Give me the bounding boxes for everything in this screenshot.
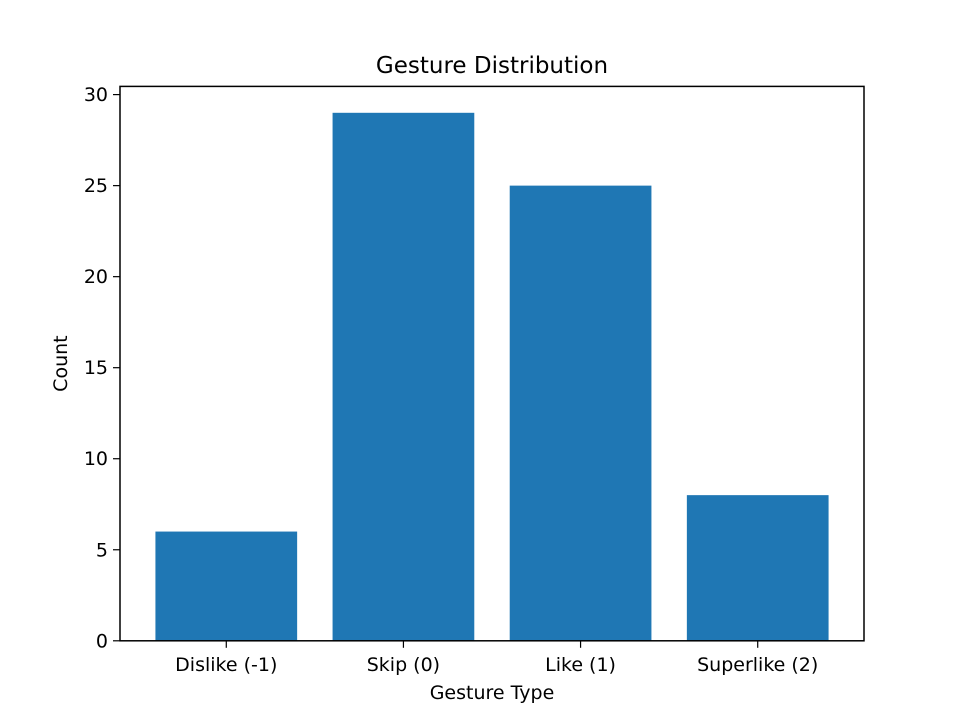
- y-tick-label-4: 20: [84, 266, 108, 288]
- bar-0: [155, 531, 298, 641]
- bar-1: [332, 112, 475, 641]
- x-axis: Dislike (-1) Skip (0) Like (1) Superlike (2…: [175, 640, 818, 676]
- y-tick-label-3: 15: [84, 357, 108, 379]
- x-axis-label: Gesture Type: [430, 682, 555, 704]
- bar-2: [509, 185, 652, 641]
- y-axis-label: Count: [50, 335, 72, 391]
- x-tick-label-0: Dislike (-1): [175, 654, 277, 676]
- y-tick-label-2: 10: [84, 448, 108, 470]
- y-tick-label-6: 30: [84, 84, 108, 106]
- x-tick-label-3: Superlike (2): [697, 654, 818, 676]
- y-tick-label-0: 0: [96, 630, 108, 652]
- plot-area-frame: [119, 85, 865, 642]
- chart-title: Gesture Distribution: [376, 53, 608, 79]
- y-tick-label-5: 25: [84, 175, 108, 197]
- y-tick-label-1: 5: [96, 539, 108, 561]
- bar-3: [686, 495, 829, 641]
- x-tick-label-1: Skip (0): [367, 654, 440, 676]
- bars-layer: [155, 112, 829, 641]
- y-axis: 0 5 10 15 20 25 30: [84, 84, 120, 652]
- x-tick-label-2: Like (1): [545, 654, 616, 676]
